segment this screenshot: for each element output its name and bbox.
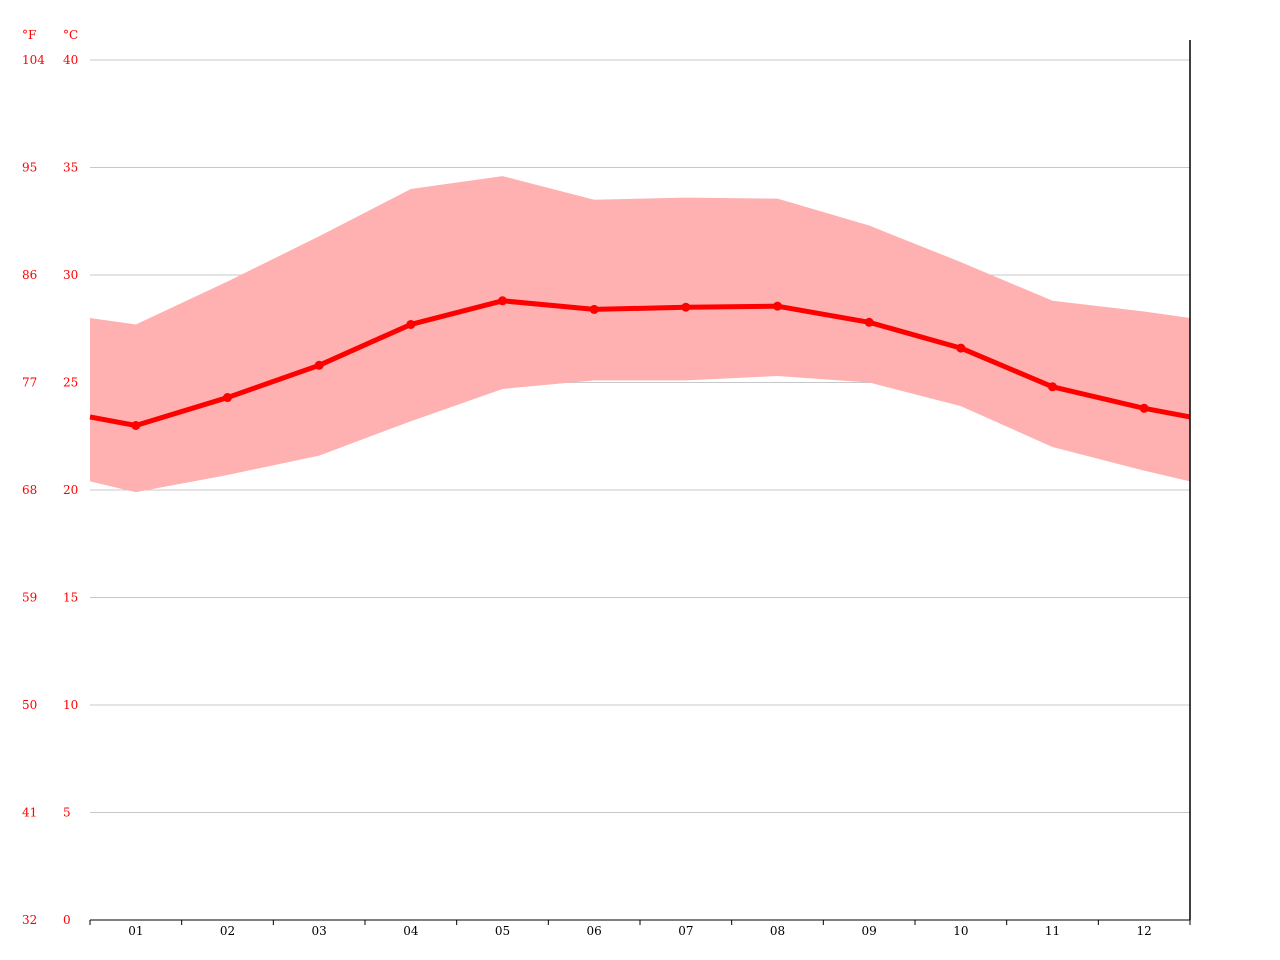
- x-tick-label: 03: [312, 924, 327, 938]
- y-tick-label-celsius: 15: [63, 591, 78, 605]
- x-tick-label: 08: [770, 924, 785, 938]
- x-tick-label: 04: [403, 924, 419, 938]
- x-tick-label: 09: [862, 924, 877, 938]
- x-tick-label: 06: [587, 924, 602, 938]
- x-tick-label: 10: [953, 924, 968, 938]
- mean-temperature-point: [498, 296, 507, 306]
- y-tick-label-fahrenheit: 41: [22, 806, 37, 820]
- y-tick-label-fahrenheit: 95: [22, 161, 37, 175]
- x-tick-label: 01: [128, 924, 143, 938]
- y-tick-label-celsius: 5: [63, 806, 71, 820]
- y-tick-label-celsius: 20: [63, 483, 78, 497]
- x-tick-label: 05: [495, 924, 510, 938]
- y-tick-label-celsius: 35: [63, 161, 78, 175]
- mean-temperature-point: [314, 360, 324, 370]
- mean-temperature-point: [681, 302, 691, 312]
- y-tick-label-fahrenheit: 86: [22, 268, 37, 282]
- mean-temperature-point: [1139, 403, 1149, 413]
- axis-labels: °F °C 32 0 41 5 50 10 59 15 68 20 77 25 86 30 95 35 104 4…: [22, 28, 1152, 938]
- axes: [89, 40, 1191, 925]
- y-tick-label-fahrenheit: 32: [22, 913, 37, 927]
- mean-temperature-point: [956, 343, 966, 353]
- mean-temperature-point: [864, 317, 874, 327]
- temperature-range-band: [90, 176, 1190, 493]
- mean-line: [89, 296, 1191, 430]
- y-tick-label-fahrenheit: 50: [22, 698, 37, 712]
- y-tick-label-fahrenheit: 77: [22, 376, 37, 390]
- x-tick-label: 07: [678, 924, 693, 938]
- celsius-unit-label: °C: [63, 28, 78, 42]
- mean-temperature-point: [223, 393, 232, 403]
- y-tick-label-celsius: 25: [63, 376, 78, 390]
- x-tick-label: 11: [1045, 924, 1060, 938]
- min-max-band: [90, 176, 1190, 493]
- y-tick-label-celsius: 0: [63, 913, 71, 927]
- y-tick-label-fahrenheit: 104: [22, 53, 45, 67]
- y-tick-label-celsius: 40: [63, 53, 78, 67]
- y-tick-label-celsius: 10: [63, 698, 78, 712]
- x-tick-label: 12: [1137, 924, 1152, 938]
- y-tick-label-fahrenheit: 59: [22, 591, 37, 605]
- fahrenheit-unit-label: °F: [22, 28, 36, 42]
- y-tick-label-celsius: 30: [63, 268, 78, 282]
- y-tick-label-fahrenheit: 68: [22, 483, 37, 497]
- mean-temperature-point: [1048, 382, 1057, 392]
- x-tick-label: 02: [220, 924, 235, 938]
- mean-temperature-point: [773, 301, 782, 311]
- mean-temperature-point: [131, 421, 141, 430]
- mean-temperature-point: [589, 304, 599, 314]
- mean-temperature-point: [406, 319, 416, 329]
- mean-temperature-line: [89, 298, 1191, 428]
